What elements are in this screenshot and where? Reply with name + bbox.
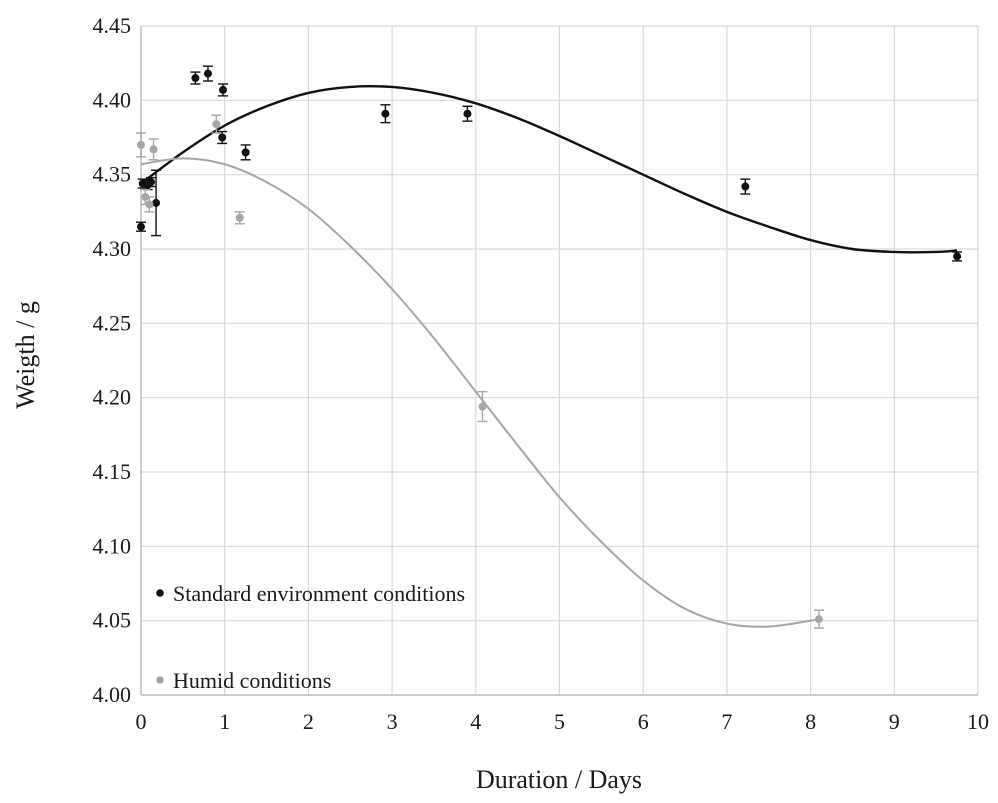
x-tick-label: 6 <box>638 709 649 734</box>
data-point-series-1 <box>145 200 154 209</box>
trend-lines <box>140 85 958 628</box>
data-point-series-0 <box>203 69 212 78</box>
y-tick-label: 4.45 <box>93 13 132 38</box>
data-point-series-1 <box>137 140 145 149</box>
x-tick-label: 10 <box>967 709 989 734</box>
data-point-series-0 <box>152 198 161 207</box>
data-point-series-0 <box>381 109 390 118</box>
trend-line-series-0 <box>140 85 958 254</box>
y-tick-label: 4.40 <box>93 87 132 112</box>
data-point-series-1 <box>212 120 221 129</box>
y-tick-label: 4.05 <box>93 608 132 633</box>
tick-labels: 4.00 4.05 4.10 4.15 4.20 4.25 4.30 4.35 4.40 4.45… <box>93 13 990 734</box>
legend-item-standard: Standard environment conditions <box>156 581 465 606</box>
data-point-series-0 <box>219 85 228 94</box>
y-tick-label: 4.30 <box>93 236 132 261</box>
x-tick-label: 2 <box>303 709 314 734</box>
data-point-series-1 <box>149 145 158 154</box>
legend-marker-humid <box>156 676 164 684</box>
x-tick-label: 4 <box>470 709 481 734</box>
legend-label-standard: Standard environment conditions <box>173 581 465 606</box>
y-tick-label: 4.35 <box>93 162 132 187</box>
x-tick-label: 3 <box>387 709 398 734</box>
x-tick-label: 9 <box>889 709 900 734</box>
y-tick-label: 4.25 <box>93 310 132 335</box>
x-tick-label: 5 <box>554 709 565 734</box>
data-point-series-0 <box>241 148 250 157</box>
data-points <box>137 69 962 624</box>
x-tick-label: 1 <box>219 709 230 734</box>
x-tick-label: 7 <box>721 709 732 734</box>
data-point-series-0 <box>137 222 145 231</box>
y-tick-label: 4.10 <box>93 533 132 558</box>
y-axis-title: Weigth / g <box>11 301 40 409</box>
x-axis-title: Duration / Days <box>476 765 642 794</box>
x-tick-label: 8 <box>805 709 816 734</box>
trend-line-series-1 <box>140 157 820 628</box>
y-tick-label: 4.15 <box>93 459 132 484</box>
legend-marker-standard <box>156 589 164 597</box>
data-point-series-0 <box>953 252 962 261</box>
error-bars <box>136 65 963 629</box>
y-tick-label: 4.00 <box>93 682 132 707</box>
data-point-series-0 <box>741 182 750 191</box>
data-point-series-1 <box>478 402 487 411</box>
data-point-series-1 <box>141 192 150 201</box>
y-tick-label: 4.20 <box>93 385 132 410</box>
data-point-series-0 <box>218 133 227 142</box>
legend: Standard environment conditions Humid co… <box>156 581 465 693</box>
x-tick-label: 0 <box>136 709 147 734</box>
legend-label-humid: Humid conditions <box>173 668 331 693</box>
data-point-series-0 <box>191 74 200 83</box>
data-point-series-1 <box>235 213 244 222</box>
data-point-series-0 <box>147 178 156 187</box>
data-point-series-0 <box>463 109 472 118</box>
data-point-series-1 <box>814 615 823 624</box>
legend-item-humid: Humid conditions <box>156 668 331 693</box>
